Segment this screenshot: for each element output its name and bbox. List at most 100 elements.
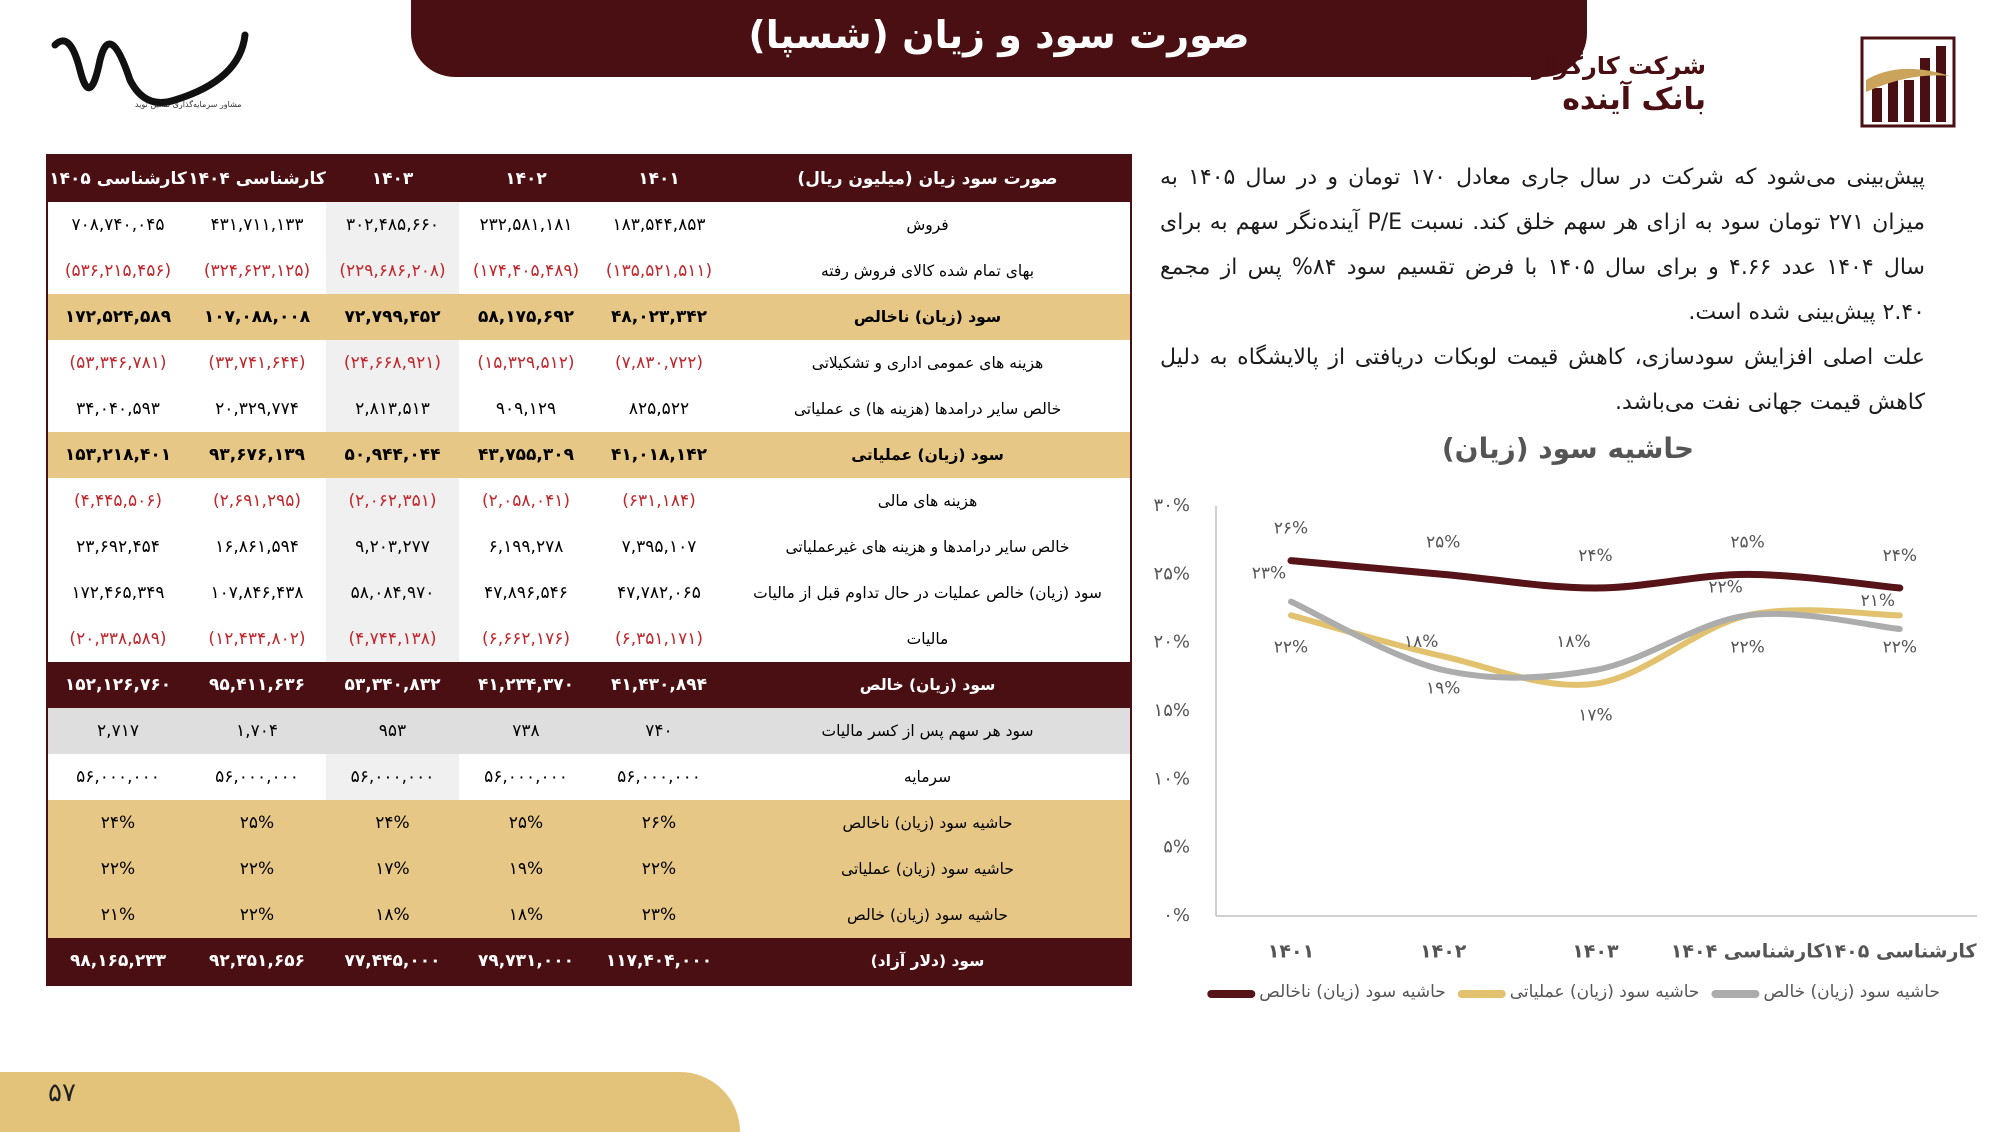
cell: (۱۳۵,۵۲۱,۵۱۱): [605, 261, 713, 281]
table-row: سود (زیان) خالص عملیات در حال تداوم قبل …: [47, 570, 1131, 616]
cell: ۲,۸۱۳,۵۱۳: [326, 386, 459, 432]
table-row: سود (زیان) خالص ۴۱,۴۳۰,۸۹۴ ۴۱,۲۳۴,۳۷۰ ۵۳,۳۴…: [47, 662, 1131, 708]
x-tick-label: ۱۴۰۲: [1420, 941, 1467, 963]
title-bar: صورت سود و زیان (شسپا): [411, 0, 1587, 77]
cell: (۴,۷۴۴,۱۳۸): [326, 616, 459, 662]
y-tick-label: ۱۰%: [1154, 768, 1190, 789]
cell: ۷۹,۷۳۱,۰۰۰: [459, 938, 593, 985]
data-label: ۲۲%: [1730, 637, 1764, 657]
cell: ۵۶,۰۰۰,۰۰۰: [215, 767, 299, 787]
x-tick-label: کارشناسی ۱۴۰۴: [1671, 941, 1826, 963]
column-header: صورت سود زیان (میلیون ریال): [725, 155, 1131, 202]
page-number: ۵۷: [48, 1078, 76, 1108]
table-row: فروش ۱۸۳,۵۴۴,۸۵۳ ۲۳۲,۵۸۱,۱۸۱ ۳۰۲,۴۸۵,۶۶۰ ۴۳۱…: [47, 202, 1131, 248]
x-tick-label: کارشناسی ۱۴۰۵: [1823, 941, 1978, 963]
cell: ۵۸,۰۸۴,۹۷۰: [326, 570, 459, 616]
cell: ۲۱%: [47, 892, 188, 938]
cell: ۷۳۸: [459, 708, 593, 754]
cell: ۹,۲۰۳,۲۷۷: [326, 524, 459, 570]
cell: ۴۳۱,۷۱۱,۱۳۳: [210, 215, 304, 235]
cell: ۵۳,۳۴۰,۸۳۲: [326, 662, 459, 708]
column-header: ۱۴۰۱: [593, 155, 725, 202]
cell: ۲۴%: [326, 800, 459, 846]
row-label: سرمایه: [903, 768, 952, 786]
series-line: [1288, 598, 1903, 681]
data-label: ۲۲%: [1274, 637, 1308, 657]
cell: ۵۰,۹۴۴,۰۴۴: [326, 432, 459, 478]
row-label: خالص سایر درامدها و هزینه های غیرعملیاتی: [785, 538, 1070, 556]
cell: ۵۶,۰۰۰,۰۰۰: [76, 767, 160, 787]
data-label: ۲۵%: [1426, 532, 1460, 552]
cell: ۵۶,۰۰۰,۰۰۰: [617, 767, 701, 787]
cell: ۱۱۷,۴۰۴,۰۰۰: [593, 938, 725, 985]
cell: ۹۰۹,۱۲۹: [495, 399, 557, 419]
cell: ۴۱,۰۱۸,۱۴۲: [593, 432, 725, 478]
column-header: کارشناسی ۱۴۰۴: [188, 155, 326, 202]
legend-label: حاشیه سود (زیان) خالص: [1763, 982, 1940, 1002]
cell: ۲۵%: [188, 800, 326, 846]
cell: ۱۷۲,۴۶۵,۳۴۹: [71, 583, 165, 603]
row-label: فروش: [906, 216, 949, 234]
table-row: بهای تمام شده کالای فروش رفته (۱۳۵,۵۲۱,۵۱…: [47, 248, 1131, 294]
cell: ۱۰۷,۸۴۶,۴۳۸: [210, 583, 304, 603]
cell: (۲۴,۶۶۸,۹۲۱): [326, 340, 459, 386]
cell: ۷,۳۹۵,۱۰۷: [621, 537, 697, 557]
advisor-logo: [51, 31, 249, 106]
cell: ۱۸۳,۵۴۴,۸۵۳: [612, 215, 706, 235]
cell: ۱۷%: [326, 846, 459, 892]
table-row: سود (دلار آزاد) ۱۱۷,۴۰۴,۰۰۰ ۷۹,۷۳۱,۰۰۰ ۷۷,۴…: [47, 938, 1131, 985]
row-label: مالیات: [906, 630, 949, 648]
series-line: [1288, 607, 1903, 688]
cell: ۲,۷۱۷: [47, 708, 188, 754]
data-label: ۱۹%: [1426, 678, 1460, 698]
y-tick-label: ۲۰%: [1154, 632, 1190, 653]
cell: ۴۳,۷۵۵,۳۰۹: [459, 432, 593, 478]
cell: (۶۳۱,۱۸۴): [622, 491, 696, 511]
table-row: حاشیه سود (زیان) خالص ۲۳% ۱۸% ۱۸% ۲۲% ۲۱%: [47, 892, 1131, 938]
cell: ۲۲%: [188, 892, 326, 938]
data-label: ۲۳%: [1252, 564, 1286, 584]
cell: ۴۱,۲۳۴,۳۷۰: [459, 662, 593, 708]
paragraph: پیش‌بینی می‌شود که شرکت در سال جاری معاد…: [1160, 165, 1925, 325]
cell: ۸۲۵,۵۲۲: [628, 399, 690, 419]
cell: ۴۷,۷۸۲,۰۶۵: [617, 583, 701, 603]
y-tick-label: ۰%: [1163, 905, 1190, 926]
row-label: هزینه های عمومی اداری و تشکیلاتی: [811, 354, 1044, 372]
series-line: [1287, 557, 1904, 592]
table-header: صورت سود زیان (میلیون ریال) ۱۴۰۱ ۱۴۰۲ ۱۴۰۳ ک…: [47, 155, 1131, 202]
table-row: سود (زیان) عملیاتی ۴۱,۰۱۸,۱۴۲ ۴۳,۷۵۵,۳۰۹ ۵۰…: [47, 432, 1131, 478]
page-title: صورت سود و زیان (شسپا): [748, 13, 1250, 57]
cell: ۵۶,۰۰۰,۰۰۰: [326, 754, 459, 800]
column-header: ۱۴۰۲: [459, 155, 593, 202]
cell: ۷۰۸,۷۴۰,۰۴۵: [71, 215, 165, 235]
table-row: سرمایه ۵۶,۰۰۰,۰۰۰ ۵۶,۰۰۰,۰۰۰ ۵۶,۰۰۰,۰۰۰ ۵۶,۰…: [47, 754, 1131, 800]
table-row: هزینه های مالی (۶۳۱,۱۸۴) (۲,۰۵۸,۰۴۱) (۲,۰۶۲…: [47, 478, 1131, 524]
cell: (۶,۶۶۲,۱۷۶): [481, 629, 570, 649]
data-label: ۲۲%: [1708, 577, 1742, 597]
cell: ۹۲,۳۵۱,۶۵۶: [188, 938, 326, 985]
cell: (۳۲۴,۶۲۳,۱۲۵): [203, 261, 311, 281]
cell: ۲۳۲,۵۸۱,۱۸۱: [479, 215, 573, 235]
x-tick-label: ۱۴۰۱: [1268, 941, 1314, 963]
cell: ۱,۷۰۴: [188, 708, 326, 754]
table-row: خالص سایر درامدها و هزینه های غیرعملیاتی…: [47, 524, 1131, 570]
paragraph: علت اصلی افزایش سودسازی، کاهش قیمت لوبکا…: [1160, 345, 1925, 415]
chart-title: حاشیه سود (زیان): [1442, 432, 1694, 465]
row-label: حاشیه سود (زیان) عملیاتی: [725, 846, 1131, 892]
cell: ۲۲%: [47, 846, 188, 892]
cell: ۲۵%: [459, 800, 593, 846]
brand-logo: [1860, 36, 1956, 128]
cell: ۲۴%: [47, 800, 188, 846]
row-label: سود (زیان) خالص: [725, 662, 1131, 708]
cell: ۶,۱۹۹,۲۷۸: [488, 537, 564, 557]
table-row: حاشیه سود (زیان) عملیاتی ۲۲% ۱۹% ۱۷% ۲۲% ۲۲%: [47, 846, 1131, 892]
table-row: سود (زیان) ناخالص ۴۸,۰۲۳,۳۴۲ ۵۸,۱۷۵,۶۹۲ ۷۲,…: [47, 294, 1131, 340]
cell: (۲,۰۵۸,۰۴۱): [481, 491, 570, 511]
cell: ۱۰۷,۰۸۸,۰۰۸: [188, 294, 326, 340]
row-label: خالص سایر درامدها (هزینه ها) ی عملیاتی: [793, 400, 1062, 418]
cell: ۳۴,۰۴۰,۵۹۳: [76, 399, 160, 419]
cell: (۱۵,۳۲۹,۵۱۲): [477, 353, 575, 373]
cell: (۶,۳۵۱,۱۷۱): [614, 629, 703, 649]
table-row: سود هر سهم پس از کسر مالیات ۷۴۰ ۷۳۸ ۹۵۳ ۱,۷۰…: [47, 708, 1131, 754]
